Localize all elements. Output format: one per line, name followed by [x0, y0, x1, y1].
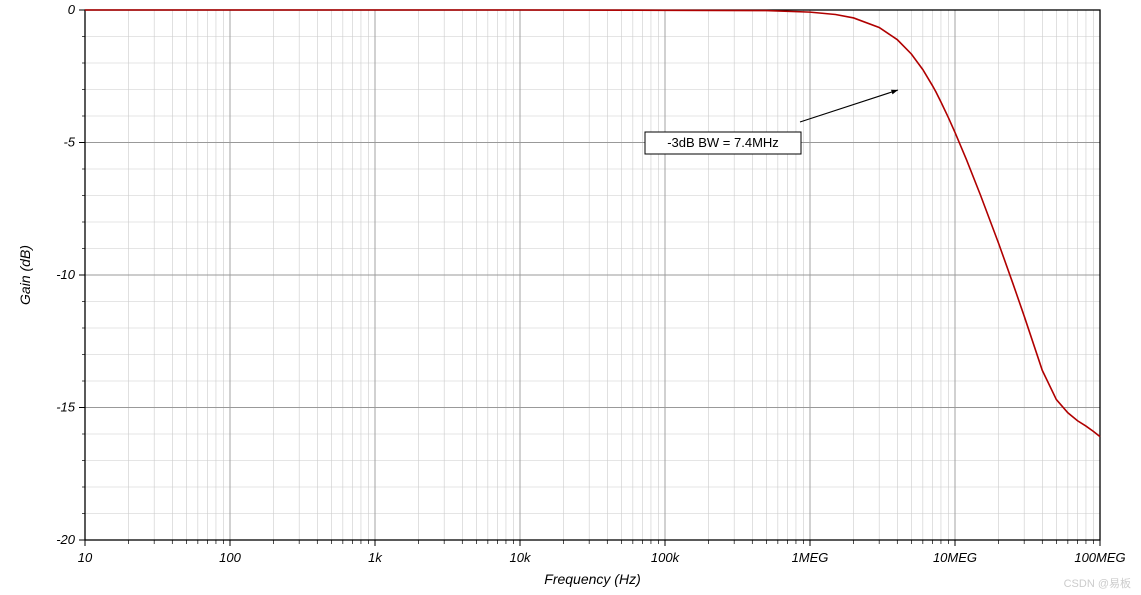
x-tick-label: 1MEG [792, 550, 829, 565]
chart-svg: 10 100 1k 10k 100k 1MEG 10MEG 100MEG -20 -15 -10 -5… [0, 0, 1141, 595]
x-tick-label: 100 [219, 550, 241, 565]
y-tick-label: -5 [63, 135, 75, 150]
watermark: CSDN @易板 [1064, 576, 1131, 590]
annotation-text: -3dB BW = 7.4MHz [667, 135, 779, 150]
bode-plot-chart: 10 100 1k 10k 100k 1MEG 10MEG 100MEG -20 -15 -10 -5… [0, 0, 1141, 595]
x-axis-label: Frequency (Hz) [544, 571, 640, 587]
x-tick-label: 10MEG [933, 550, 977, 565]
x-tick-label: 10 [78, 550, 93, 565]
y-tick-label: -15 [56, 400, 76, 415]
y-tick-label: -10 [56, 267, 76, 282]
x-tick-label: 10k [510, 550, 532, 565]
y-tick-label: -20 [56, 532, 76, 547]
y-tick-label: 0 [68, 2, 76, 17]
y-axis-label: Gain (dB) [17, 245, 33, 305]
x-tick-label: 100k [651, 550, 681, 565]
x-tick-label: 1k [368, 550, 383, 565]
x-tick-label: 100MEG [1074, 550, 1125, 565]
